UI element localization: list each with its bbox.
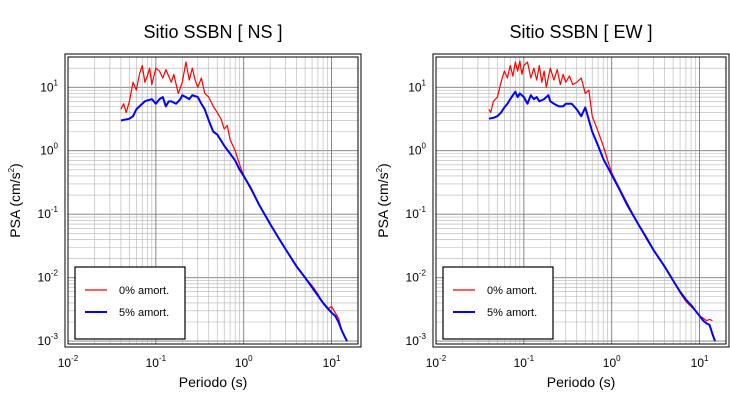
- x-tick-label: 101: [323, 354, 341, 370]
- plot-frame-outer: [432, 53, 730, 348]
- legend-label: 5% amort.: [119, 307, 169, 319]
- y-tick-label: 10-2: [38, 269, 59, 285]
- plot-frame: [435, 56, 727, 345]
- y-tick-label: 10-3: [406, 332, 427, 348]
- x-tick-label: 101: [691, 354, 709, 370]
- x-axis-label: Periodo (s): [179, 374, 247, 390]
- x-tick-label: 10-2: [58, 354, 79, 370]
- y-tick-label: 100: [40, 142, 58, 158]
- y-axis-label: PSA (cm/s2): [7, 163, 23, 237]
- chart-title: Sitio SSBN [ NS ]: [143, 22, 282, 42]
- y-tick-label: 10-3: [38, 332, 59, 348]
- x-tick-label: 10-2: [426, 354, 447, 370]
- y-tick-label: 101: [408, 78, 426, 94]
- chart-panel-0: Sitio SSBN [ NS ] 10-2 10-1 100 101 10-3 10-2 1…: [7, 22, 362, 390]
- plot-frame: [67, 56, 359, 345]
- x-tick-label: 10-1: [514, 354, 535, 370]
- chart-title: Sitio SSBN [ EW ]: [509, 22, 652, 42]
- legend-label: 0% amort.: [487, 285, 537, 297]
- series-line-damped: [120, 94, 348, 342]
- legend: 0% amort. 5% amort.: [74, 266, 186, 340]
- x-tick-label: 100: [603, 354, 621, 370]
- y-tick-label: 101: [40, 78, 58, 94]
- legend-label: 0% amort.: [119, 285, 169, 297]
- series-line-damped: [488, 90, 716, 342]
- plot-frame-outer: [64, 53, 362, 348]
- legend-box: [74, 266, 186, 340]
- legend-label: 5% amort.: [487, 307, 537, 319]
- y-tick-label: 10-1: [406, 205, 427, 221]
- y-tick-label: 100: [408, 142, 426, 158]
- x-tick-label: 10-1: [146, 354, 167, 370]
- y-axis-label: PSA (cm/s2): [375, 163, 391, 237]
- legend: 0% amort. 5% amort.: [442, 266, 554, 340]
- y-tick-label: 10-1: [38, 205, 59, 221]
- x-tick-label: 100: [235, 354, 253, 370]
- chart-panel-1: Sitio SSBN [ EW ] 10-2 10-1 100 101 10-3 10-2 1…: [375, 22, 730, 390]
- x-axis-label: Periodo (s): [547, 374, 615, 390]
- legend-box: [442, 266, 554, 340]
- y-tick-label: 10-2: [406, 269, 427, 285]
